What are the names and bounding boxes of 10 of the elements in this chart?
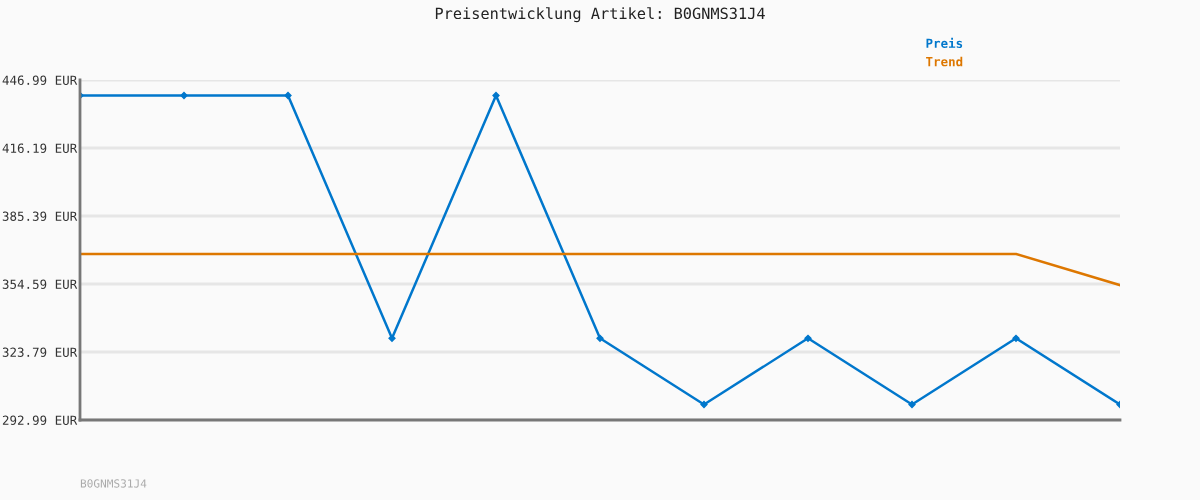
text: Trend (926, 56, 963, 67)
y-tick-label: 323.79 EUR (2, 347, 78, 357)
y-tick-label: 354.59 EUR (2, 279, 78, 289)
text: Preis (926, 37, 963, 48)
text: B0GNMS31J4 (80, 479, 147, 488)
y-tick-label: 416.19 EUR (2, 143, 78, 153)
y-tick-label: 446.99 EUR (2, 75, 78, 85)
chart-title: Preisentwicklung Artikel: B0GNMS31J4 (435, 7, 765, 23)
y-tick-label: 292.99 EUR (2, 415, 78, 425)
y-tick-label: 385.39 EUR (2, 211, 78, 221)
